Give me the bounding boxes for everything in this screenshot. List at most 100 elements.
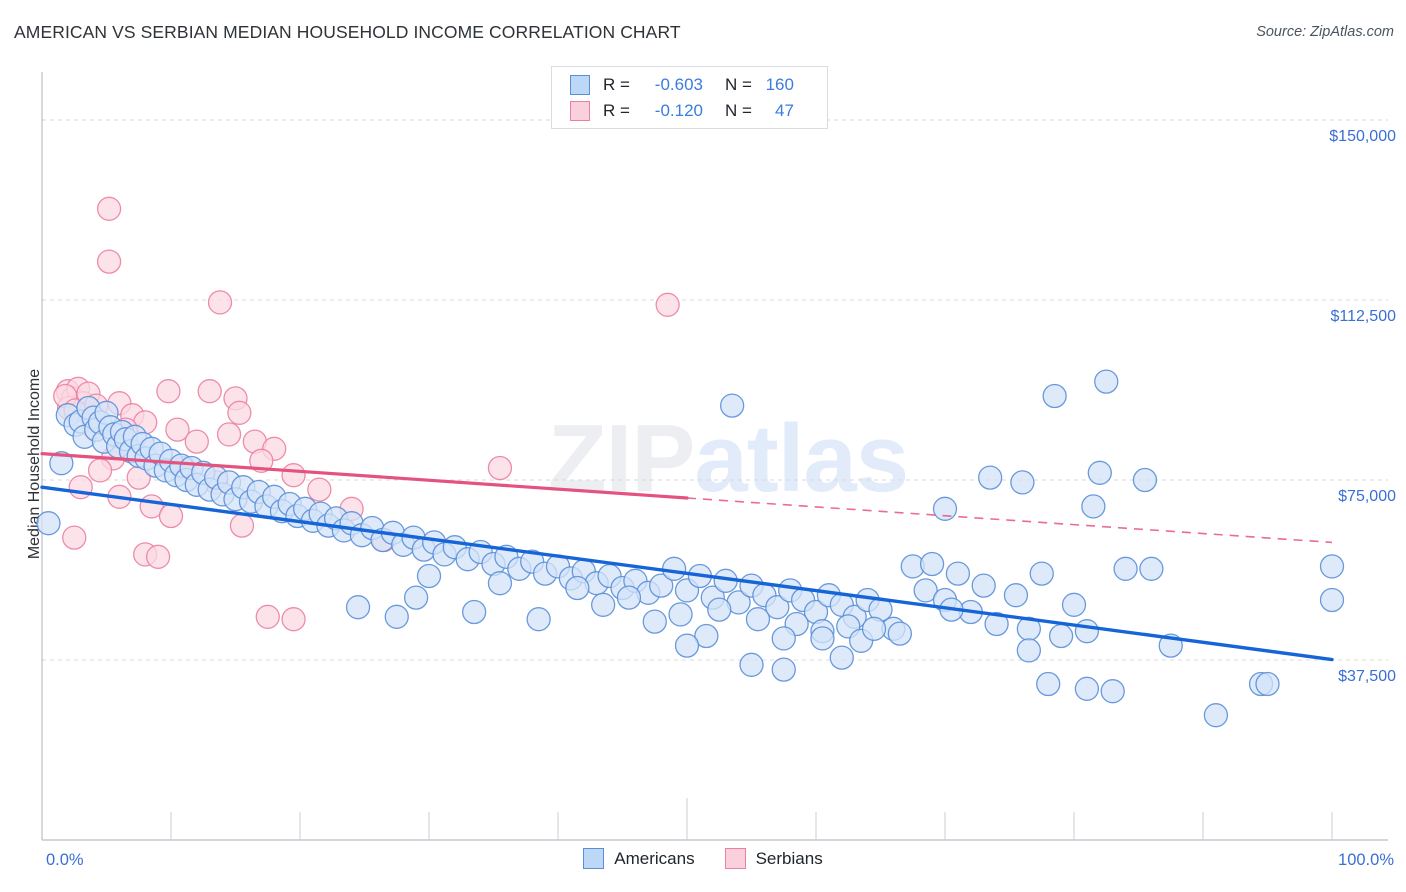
data-point bbox=[745, 607, 771, 632]
legend-label-serbians: Serbians bbox=[755, 848, 823, 868]
data-point bbox=[1255, 671, 1280, 697]
legend-label-americans: Americans bbox=[614, 848, 695, 868]
data-point bbox=[229, 513, 255, 538]
data-point bbox=[765, 595, 790, 620]
stats-swatch-americans bbox=[570, 75, 590, 95]
data-point bbox=[281, 607, 306, 632]
data-point bbox=[461, 599, 487, 625]
data-point bbox=[1074, 676, 1100, 701]
correlation-stats-box: R = -0.603 N = 160 R = -0.120 N = 47 bbox=[551, 66, 828, 129]
data-point bbox=[281, 463, 306, 488]
trendline-serbians-extrapolated bbox=[686, 497, 1333, 544]
data-point bbox=[1036, 671, 1061, 697]
data-point bbox=[416, 563, 442, 589]
data-point bbox=[1003, 583, 1029, 608]
data-point bbox=[1319, 587, 1345, 613]
data-point bbox=[526, 607, 551, 632]
data-point bbox=[829, 645, 854, 670]
trendline-americans bbox=[40, 485, 1334, 662]
y-axis-tick-label: $112,500 bbox=[1330, 308, 1396, 325]
data-point bbox=[87, 458, 113, 483]
stats-row-serbians: R = -0.120 N = 47 bbox=[552, 98, 827, 124]
data-point bbox=[1042, 383, 1067, 409]
data-point bbox=[655, 292, 680, 317]
data-point bbox=[1100, 679, 1125, 704]
data-point bbox=[36, 511, 61, 536]
data-point bbox=[707, 597, 732, 622]
data-point bbox=[1061, 592, 1087, 617]
stats-n-label-serbians: N = bbox=[725, 101, 752, 120]
data-point bbox=[158, 503, 184, 529]
data-point bbox=[1048, 623, 1074, 649]
data-point bbox=[384, 604, 409, 629]
data-point bbox=[227, 400, 252, 425]
y-axis-tick-label: $37,500 bbox=[1338, 668, 1396, 685]
legend-item-americans[interactable]: Americans bbox=[583, 848, 695, 869]
data-point bbox=[96, 196, 122, 221]
data-point bbox=[720, 393, 745, 418]
data-point bbox=[156, 379, 181, 404]
data-point bbox=[1029, 561, 1054, 586]
data-point bbox=[49, 451, 74, 476]
stats-n-value-americans: 160 bbox=[765, 75, 794, 94]
data-point bbox=[1132, 467, 1158, 493]
y-axis-tick-label: $150,000 bbox=[1329, 128, 1396, 145]
data-point bbox=[216, 422, 242, 447]
data-point bbox=[197, 379, 222, 404]
x-axis-tick-label-min: 0.0% bbox=[46, 851, 84, 869]
stats-r-label-serbians: R = bbox=[603, 101, 630, 120]
data-point bbox=[694, 623, 719, 649]
data-point bbox=[932, 496, 958, 521]
stats-n-label-americans: N = bbox=[725, 75, 752, 94]
series-americans bbox=[36, 369, 1345, 728]
legend-item-serbians[interactable]: Serbians bbox=[724, 848, 823, 869]
data-point bbox=[1319, 554, 1345, 579]
data-point bbox=[487, 455, 513, 481]
data-point bbox=[771, 626, 796, 651]
data-point bbox=[945, 561, 971, 586]
data-point bbox=[565, 575, 590, 601]
data-point bbox=[487, 571, 513, 596]
data-point bbox=[661, 556, 687, 581]
data-point bbox=[1016, 638, 1041, 663]
data-point bbox=[184, 429, 209, 454]
data-point bbox=[96, 249, 122, 274]
data-point bbox=[1081, 494, 1106, 519]
data-point bbox=[616, 585, 642, 610]
stats-r-value-americans: -0.603 bbox=[654, 75, 703, 94]
data-point bbox=[1087, 460, 1112, 485]
data-point bbox=[971, 573, 996, 598]
data-point bbox=[771, 657, 796, 682]
data-point bbox=[207, 290, 233, 315]
stats-row-americans: R = -0.603 N = 160 bbox=[552, 72, 827, 98]
stats-swatch-serbians bbox=[570, 101, 590, 121]
x-axis-tick-label-max: 100.0% bbox=[1338, 851, 1394, 869]
data-point bbox=[1010, 470, 1035, 495]
legend-swatch-serbians bbox=[724, 848, 746, 869]
stats-n-value-serbians: 47 bbox=[775, 101, 794, 120]
page-title: AMERICAN VS SERBIAN MEDIAN HOUSEHOLD INC… bbox=[14, 22, 681, 42]
data-point bbox=[1094, 369, 1119, 394]
data-point bbox=[810, 626, 835, 651]
chart-legend: Americans Serbians bbox=[0, 848, 1406, 869]
stats-r-value-serbians: -0.120 bbox=[654, 101, 703, 120]
data-point bbox=[1074, 619, 1100, 644]
data-point bbox=[649, 573, 674, 598]
data-point bbox=[165, 417, 190, 442]
data-point bbox=[249, 448, 274, 473]
data-point bbox=[642, 609, 667, 634]
data-point bbox=[674, 633, 700, 658]
data-point bbox=[739, 652, 764, 677]
data-point bbox=[68, 475, 93, 500]
trendline-serbians bbox=[40, 452, 689, 500]
data-point bbox=[1203, 703, 1229, 728]
data-point bbox=[978, 465, 1003, 490]
data-point bbox=[307, 477, 332, 502]
y-axis-tick-label: $75,000 bbox=[1338, 488, 1396, 505]
data-point bbox=[984, 611, 1009, 637]
data-point bbox=[861, 616, 887, 641]
data-point bbox=[1113, 556, 1138, 581]
legend-swatch-americans bbox=[583, 848, 605, 869]
data-point bbox=[255, 604, 280, 629]
